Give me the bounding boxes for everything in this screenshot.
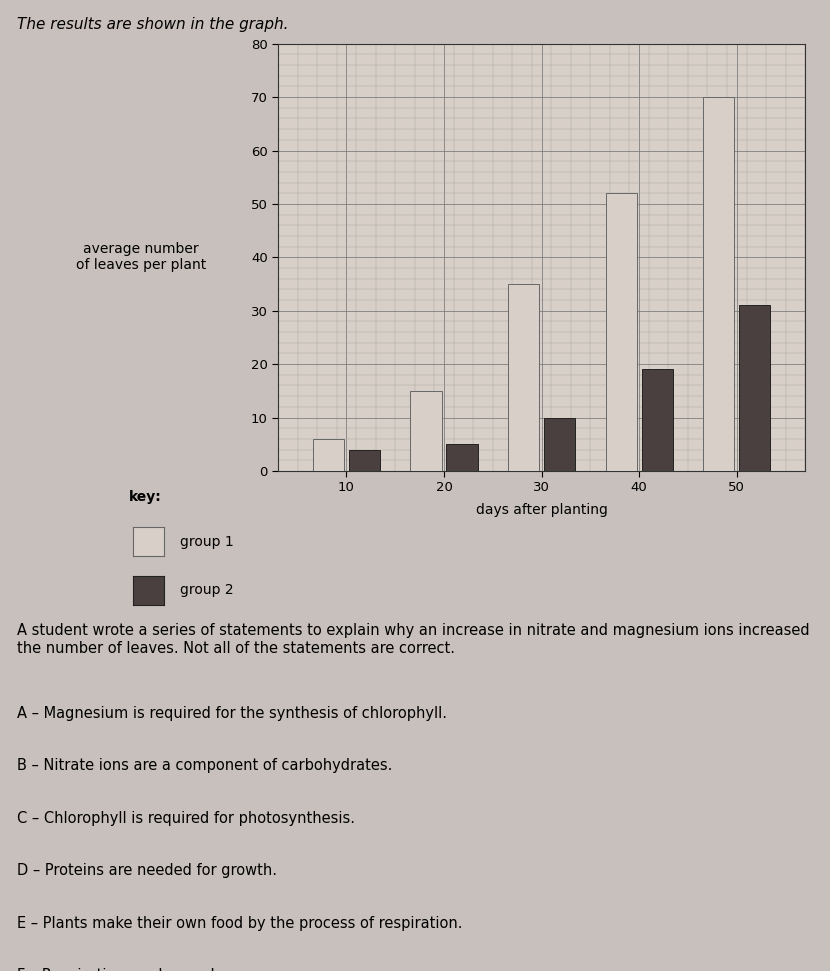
Text: C – Chlorophyll is required for photosynthesis.: C – Chlorophyll is required for photosyn…: [17, 811, 354, 825]
Text: A – Magnesium is required for the synthesis of chlorophyll.: A – Magnesium is required for the synthe…: [17, 706, 447, 720]
Text: F – Respiration produces glucose.: F – Respiration produces glucose.: [17, 968, 262, 971]
Text: group 2: group 2: [180, 584, 234, 597]
Bar: [349, 450, 380, 471]
Bar: [410, 390, 442, 471]
Bar: [703, 97, 735, 471]
Bar: [508, 284, 540, 471]
Bar: [544, 418, 575, 471]
Text: A student wrote a series of statements to explain why an increase in nitrate and: A student wrote a series of statements t…: [17, 623, 809, 655]
X-axis label: days after planting: days after planting: [476, 503, 608, 517]
Text: The results are shown in the graph.: The results are shown in the graph.: [17, 17, 288, 32]
Bar: [740, 305, 770, 471]
Text: D – Proteins are needed for growth.: D – Proteins are needed for growth.: [17, 863, 276, 878]
Bar: [447, 445, 477, 471]
Text: group 1: group 1: [180, 535, 234, 549]
Text: average number
of leaves per plant: average number of leaves per plant: [76, 242, 206, 273]
Text: key:: key:: [129, 490, 161, 504]
Bar: [606, 193, 637, 471]
Bar: [313, 439, 344, 471]
Bar: [642, 369, 673, 471]
Text: B – Nitrate ions are a component of carbohydrates.: B – Nitrate ions are a component of carb…: [17, 758, 392, 773]
Text: E – Plants make their own food by the process of respiration.: E – Plants make their own food by the pr…: [17, 916, 462, 930]
